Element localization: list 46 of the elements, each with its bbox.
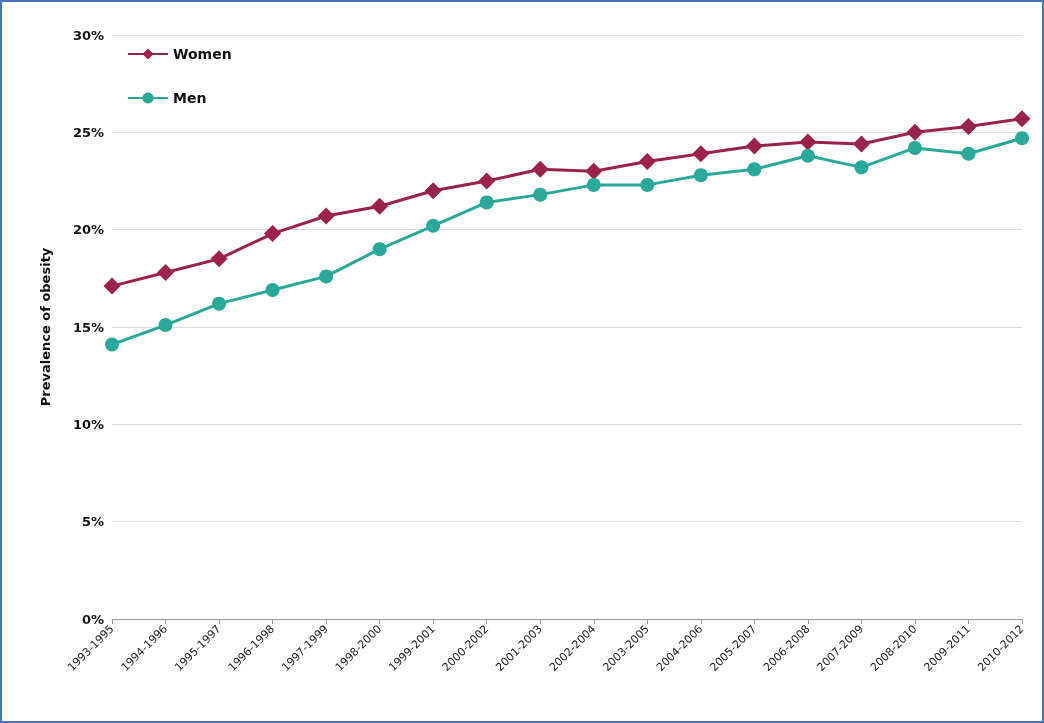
point (264, 225, 282, 243)
point (158, 318, 173, 333)
point (638, 153, 656, 171)
point (747, 162, 762, 177)
y-tick-label: 10% (72, 416, 104, 432)
point (531, 160, 549, 178)
point (1015, 131, 1029, 146)
point (424, 182, 442, 200)
legend-label: Men (173, 90, 207, 106)
point (210, 250, 228, 268)
point (212, 296, 227, 311)
point (799, 133, 817, 151)
point (265, 283, 280, 298)
point (800, 148, 815, 163)
point (533, 187, 548, 202)
point (105, 337, 119, 352)
point (961, 146, 976, 161)
y-tick-label: 15% (72, 319, 104, 335)
point (157, 263, 175, 281)
point (693, 168, 708, 183)
point (959, 117, 977, 135)
y-tick-label: 20% (72, 222, 104, 238)
point (319, 269, 334, 284)
y-tick-label: 5% (81, 514, 104, 530)
point (372, 242, 387, 257)
point (478, 172, 496, 190)
point (854, 160, 869, 175)
legend-label: Women (173, 46, 232, 62)
point (906, 123, 924, 141)
point (479, 195, 494, 210)
point (692, 145, 710, 163)
point (852, 135, 870, 153)
y-tick-label: 0% (81, 611, 104, 627)
point (317, 207, 335, 225)
point (103, 277, 121, 295)
y-axis-title: Prevalence of obesity (38, 247, 53, 407)
point (1013, 110, 1031, 128)
point (371, 197, 389, 215)
point (586, 177, 601, 192)
y-tick-label: 25% (72, 124, 104, 140)
point (745, 137, 763, 155)
point (640, 177, 655, 192)
point (426, 218, 441, 233)
point (907, 140, 922, 155)
y-tick-label: 30% (72, 27, 104, 43)
point (585, 162, 603, 180)
